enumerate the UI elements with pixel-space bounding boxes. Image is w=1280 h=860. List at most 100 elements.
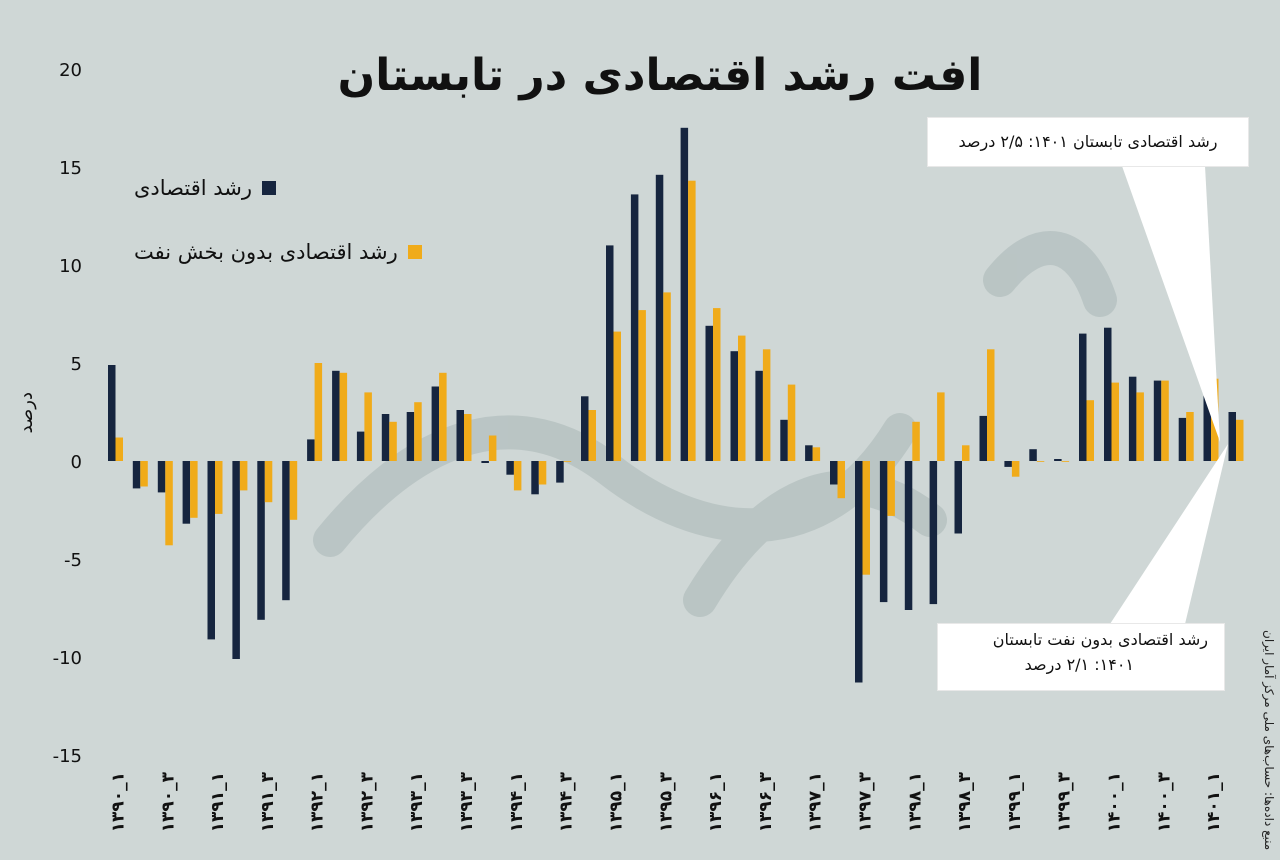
callout-pointer-total bbox=[1122, 166, 1220, 442]
bar-nonoil-growth bbox=[239, 461, 248, 491]
bar-nonoil-growth bbox=[115, 437, 123, 461]
x-tick-label: ۱۳۹۶_۳ bbox=[756, 771, 776, 832]
bar-total-growth bbox=[855, 461, 863, 683]
bars-layer bbox=[108, 127, 1244, 683]
x-tick-label: ۱۳۹۶_۱ bbox=[706, 772, 726, 832]
x-tick-label: ۱۳۹۰_۱ bbox=[109, 772, 129, 832]
bar-nonoil-growth bbox=[1011, 461, 1020, 477]
x-tick-label: ۱۳۹۸_۳ bbox=[955, 771, 975, 832]
bar-nonoil-growth bbox=[364, 392, 372, 461]
bar-total-growth bbox=[356, 431, 365, 461]
bar-nonoil-growth bbox=[787, 384, 796, 461]
bar-nonoil-growth bbox=[1086, 400, 1094, 461]
bar-nonoil-growth bbox=[812, 447, 821, 461]
bar-total-growth bbox=[879, 461, 888, 603]
legend-item-nonoil: رشد اقتصادی بدون بخش نفت bbox=[134, 240, 422, 264]
bar-total-growth bbox=[1178, 417, 1187, 461]
bar-nonoil-growth bbox=[538, 461, 547, 485]
y-tick-label: 0 bbox=[71, 452, 82, 473]
source-note: منبع داده‌ها: حساب‌های ملی مرکز آمار ایر… bbox=[1262, 629, 1276, 850]
bar-total-growth bbox=[904, 461, 913, 610]
bar-nonoil-growth bbox=[513, 461, 522, 491]
bar-nonoil-growth bbox=[140, 461, 148, 487]
legend-swatch-nonoil bbox=[407, 245, 422, 259]
y-tick-label: 10 bbox=[59, 256, 82, 277]
bar-total-growth bbox=[157, 461, 166, 493]
y-tick-label: -10 bbox=[53, 648, 82, 669]
bar-total-growth bbox=[1029, 449, 1037, 461]
x-tick-label: ۱۳۹۸_۱ bbox=[905, 772, 925, 832]
bar-nonoil-growth bbox=[563, 461, 572, 462]
x-tick-label: ۱۳۹۰_۳ bbox=[158, 771, 178, 832]
bar-total-growth bbox=[954, 461, 962, 534]
callout-lines bbox=[1110, 166, 1228, 624]
x-tick-label: ۱۳۹۵_۱ bbox=[607, 772, 627, 832]
bar-nonoil-growth bbox=[762, 349, 771, 461]
bar-nonoil-growth bbox=[488, 435, 497, 461]
x-tick-label: ۱۴۰۰_۱ bbox=[1105, 772, 1125, 832]
bar-total-growth bbox=[182, 461, 191, 524]
x-tick-label: ۱۳۹۳_۱ bbox=[407, 772, 427, 832]
legend-label-nonoil: رشد اقتصادی بدون بخش نفت bbox=[134, 240, 398, 264]
x-tick-label: ۱۳۹۳_۳ bbox=[457, 771, 477, 832]
bar-nonoil-growth bbox=[414, 402, 422, 461]
callout-total-text: رشد اقتصادی تابستان ۱۴۰۱: ۲/۵ درصد bbox=[958, 132, 1218, 151]
x-tick-label: ۱۳۹۴_۳ bbox=[557, 771, 577, 832]
bar-total-growth bbox=[431, 386, 440, 461]
bar-nonoil-growth bbox=[389, 421, 397, 461]
labels-layer: 20 15 10 5 0 -5 -10 -15 ۱۳۹۰_۱ ۱۳۹۰_۳ ۱۳۹۱_۱ ۱۳۹۱_۳… bbox=[53, 60, 1224, 832]
x-tick-label: ۱۳۹۹_۳ bbox=[1055, 771, 1075, 832]
bar-nonoil-growth bbox=[190, 461, 198, 518]
bar-total-growth bbox=[1054, 459, 1062, 461]
bar-nonoil-growth bbox=[165, 461, 173, 546]
bar-total-growth bbox=[705, 325, 713, 461]
bar-total-growth bbox=[207, 461, 215, 640]
callout-nonoil: رشد اقتصادی بدون نفت تابستان ۱۴۰۱: ۲/۱ د… bbox=[938, 624, 1224, 690]
bar-nonoil-growth bbox=[1186, 412, 1194, 461]
bar-total-growth bbox=[406, 412, 415, 461]
bar-total-growth bbox=[1004, 461, 1012, 467]
bar-nonoil-growth bbox=[439, 372, 447, 461]
x-tick-label: ۱۳۹۲_۱ bbox=[308, 772, 328, 832]
callout-nonoil-line1: رشد اقتصادی بدون نفت تابستان bbox=[992, 630, 1208, 649]
x-tick-label: ۱۳۹۱_۳ bbox=[258, 771, 278, 832]
x-tick-label: ۱۳۹۹_۱ bbox=[1005, 772, 1025, 832]
chart-title: افت رشد اقتصادی در تابستان bbox=[337, 50, 983, 101]
bar-nonoil-growth bbox=[1061, 461, 1070, 462]
x-tick-label: ۱۳۹۱_۱ bbox=[208, 772, 228, 832]
bar-total-growth bbox=[506, 461, 514, 475]
legend-swatch-total bbox=[262, 181, 277, 195]
bar-nonoil-growth bbox=[962, 445, 970, 461]
legend-item-total: رشد اقتصادی bbox=[134, 176, 277, 200]
bar-total-growth bbox=[1128, 376, 1137, 461]
bar-total-growth bbox=[456, 410, 464, 461]
bar-total-growth bbox=[556, 461, 564, 483]
bar-total-growth bbox=[830, 461, 838, 485]
bar-nonoil-growth bbox=[588, 410, 596, 461]
callout-total: رشد اقتصادی تابستان ۱۴۰۱: ۲/۵ درصد bbox=[928, 118, 1248, 166]
bar-total-growth bbox=[307, 439, 315, 461]
bar-nonoil-growth bbox=[613, 331, 621, 461]
bar-total-growth bbox=[581, 396, 589, 461]
y-tick-label: 15 bbox=[59, 158, 82, 179]
y-tick-label: -5 bbox=[64, 550, 82, 571]
bar-nonoil-growth bbox=[289, 461, 298, 520]
bar-total-growth bbox=[606, 245, 614, 461]
x-tick-label: ۱۴۰۰_۳ bbox=[1154, 771, 1174, 832]
bar-total-growth bbox=[282, 461, 290, 601]
bar-nonoil-growth bbox=[713, 308, 721, 461]
x-tick-label: ۱۳۹۷_۱ bbox=[806, 772, 826, 832]
y-axis-label: درصد bbox=[16, 392, 37, 434]
bar-total-growth bbox=[929, 461, 938, 605]
bar-nonoil-growth bbox=[688, 180, 696, 461]
y-tick-label: -15 bbox=[53, 746, 82, 767]
callout-pointer-nonoil bbox=[1110, 444, 1228, 624]
bar-total-growth bbox=[257, 461, 265, 620]
bar-nonoil-growth bbox=[887, 461, 895, 516]
bar-total-growth bbox=[730, 351, 738, 461]
bar-total-growth bbox=[108, 365, 116, 461]
bar-nonoil-growth bbox=[1036, 461, 1045, 462]
x-tick-label: ۱۳۹۲_۳ bbox=[357, 771, 377, 832]
